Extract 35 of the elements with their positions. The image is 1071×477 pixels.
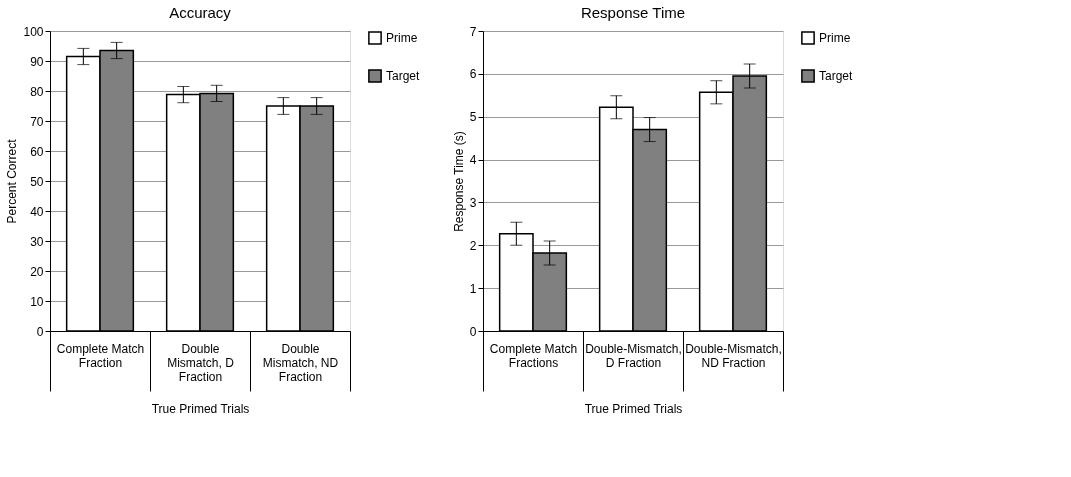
x-tick-label: Complete Match Fractions <box>489 341 578 370</box>
y-tick-label: 70 <box>30 114 44 129</box>
y-axis-title: Response Time (s) <box>451 131 466 232</box>
y-tick-label: 60 <box>30 144 44 159</box>
y-tick-label: 20 <box>30 264 44 279</box>
y-tick-label: 2 <box>469 238 477 253</box>
chart-title: Accuracy <box>169 4 232 21</box>
y-tick-label: 50 <box>30 174 44 189</box>
y-tick-label: 0 <box>469 324 477 339</box>
x-tick-label: Complete Match Fraction <box>56 341 145 370</box>
x-axis-title: True Primed Trials <box>151 402 250 416</box>
y-axis-title: Percent Correct <box>5 138 20 224</box>
y-tick-label: 1 <box>469 281 477 296</box>
y-tick-label: 40 <box>30 204 44 219</box>
x-tick-label: Double Mismatch, D Fraction <box>167 341 235 384</box>
legend-label: Target <box>819 69 854 83</box>
y-tick-label: 0 <box>36 324 44 339</box>
y-tick-label: 10 <box>30 294 44 309</box>
x-axis-title: True Primed Trials <box>584 402 683 416</box>
legend-label: Prime <box>386 31 418 45</box>
y-tick-label: 3 <box>469 195 477 210</box>
y-tick-label: 7 <box>469 24 477 39</box>
chart-title: Response Time <box>580 4 686 21</box>
y-tick-label: 100 <box>23 24 44 39</box>
x-tick-label: Double-Mismatch, D Fraction <box>585 341 682 370</box>
y-tick-label: 80 <box>30 84 44 99</box>
legend-label: Prime <box>819 31 851 45</box>
y-tick-label: 4 <box>469 153 477 168</box>
x-tick-label: Double-Mismatch, ND Fraction <box>685 341 782 370</box>
y-tick-label: 6 <box>469 67 477 82</box>
y-tick-label: 30 <box>30 234 44 249</box>
legend-label: Target <box>386 69 421 83</box>
x-tick-label: Double Mismatch, ND Fraction <box>262 341 339 384</box>
y-tick-label: 90 <box>30 54 44 69</box>
y-tick-label: 5 <box>469 110 477 125</box>
